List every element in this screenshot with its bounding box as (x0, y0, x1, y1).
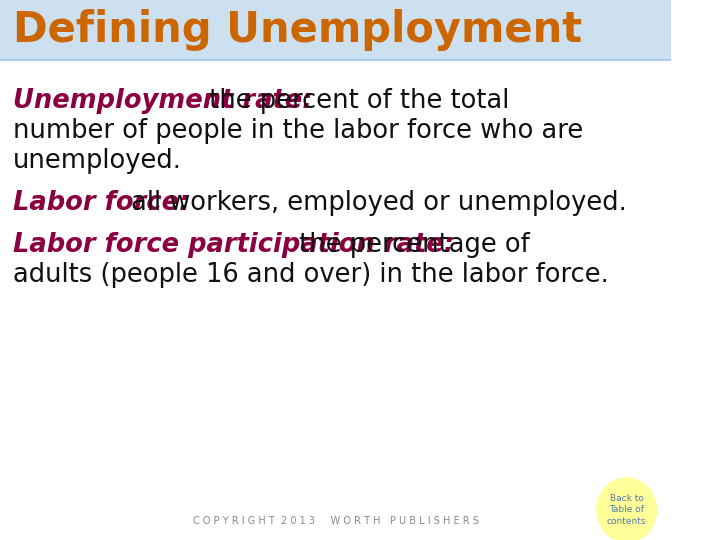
Text: Labor force:: Labor force: (13, 190, 189, 216)
Circle shape (597, 478, 657, 540)
Text: C O P Y R I G H T  2 0 1 3     W O R T H   P U B L I S H E R S: C O P Y R I G H T 2 0 1 3 W O R T H P U … (193, 516, 479, 526)
Text: number of people in the labor force who are: number of people in the labor force who … (13, 118, 583, 144)
FancyBboxPatch shape (0, 60, 671, 540)
Text: Defining Unemployment: Defining Unemployment (13, 9, 582, 51)
Text: adults (people 16 and over) in the labor force.: adults (people 16 and over) in the labor… (13, 262, 609, 288)
FancyBboxPatch shape (0, 0, 671, 60)
Text: Unemployment rate:: Unemployment rate: (13, 88, 312, 114)
Text: Back to
Table of
contents: Back to Table of contents (607, 494, 647, 526)
Text: all workers, employed or unemployed.: all workers, employed or unemployed. (123, 190, 627, 216)
Text: the percentage of: the percentage of (291, 232, 530, 258)
Text: unemployed.: unemployed. (13, 148, 182, 174)
Text: Labor force participation rate:: Labor force participation rate: (13, 232, 454, 258)
Text: the percent of the total: the percent of the total (202, 88, 510, 114)
